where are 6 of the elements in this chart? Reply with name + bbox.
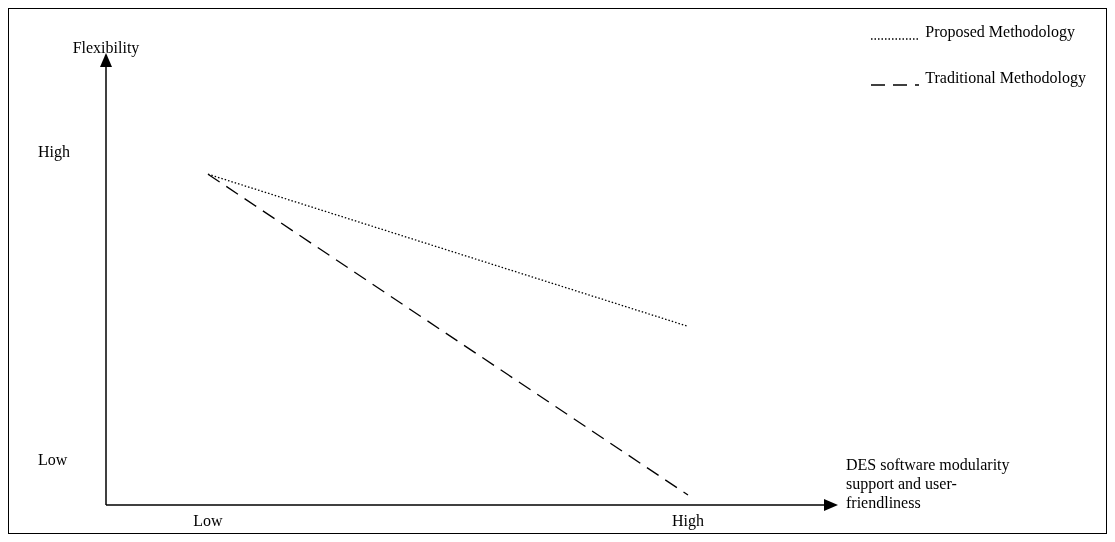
legend-label: Traditional Methodology <box>925 69 1086 87</box>
legend-label: Proposed Methodology <box>925 23 1076 41</box>
text: Low <box>38 451 68 469</box>
text: High <box>38 143 70 161</box>
text: Flexibility <box>71 39 141 57</box>
x-axis-title: DES software modularity support and user-friendliness <box>846 455 1011 512</box>
